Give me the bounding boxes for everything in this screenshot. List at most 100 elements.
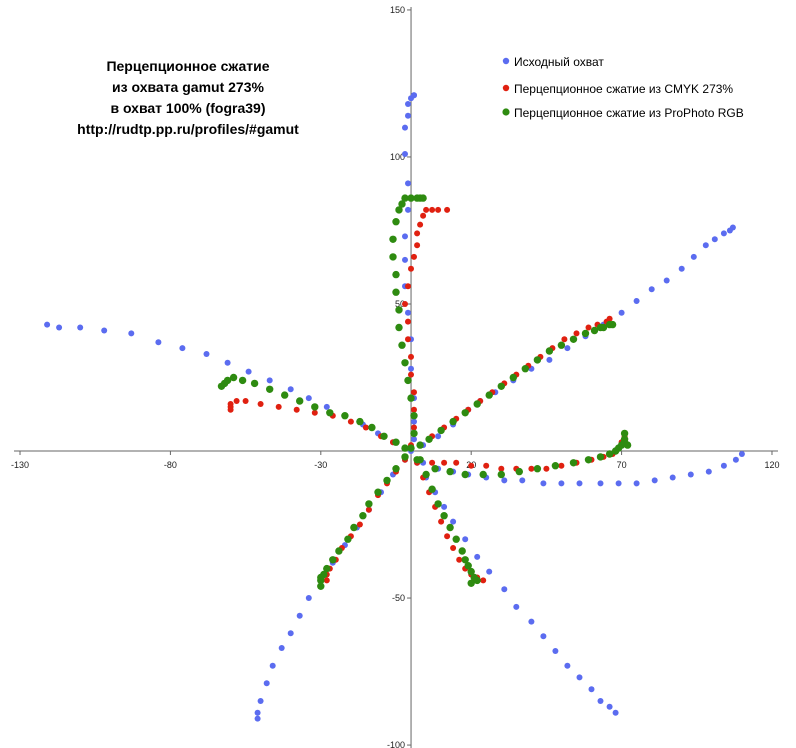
data-point: [365, 500, 373, 508]
data-point: [229, 373, 238, 382]
data-point: [441, 503, 448, 510]
data-point: [552, 648, 559, 654]
data-point: [620, 435, 629, 443]
legend-label-cmyk: Перцепционное сжатие из CMYK 273%: [514, 82, 733, 96]
data-point: [233, 398, 240, 404]
data-point: [305, 395, 312, 402]
data-point: [576, 480, 583, 487]
data-point: [429, 459, 436, 466]
data-point: [250, 379, 259, 388]
data-point: [395, 323, 403, 332]
data-point: [254, 715, 261, 722]
legend-label-prophoto: Перцепционное сжатие из ProPhoto RGB: [514, 106, 744, 120]
data-point: [389, 253, 397, 261]
data-point: [606, 315, 613, 322]
data-point: [480, 577, 487, 584]
data-point: [238, 376, 247, 385]
data-point: [317, 573, 325, 582]
title-line-3: в охват 100% (fogra39): [110, 100, 265, 116]
title-line-2: из охвата gamut 273%: [112, 79, 264, 95]
data-point: [540, 480, 547, 487]
data-point: [509, 373, 517, 382]
data-point: [569, 335, 578, 343]
data-point: [401, 359, 409, 367]
data-point: [615, 480, 622, 487]
data-point: [254, 709, 261, 716]
data-point: [720, 230, 727, 237]
data-point: [648, 286, 655, 293]
data-point: [392, 465, 400, 473]
data-point: [224, 359, 231, 366]
data-point: [501, 586, 508, 593]
data-point: [590, 326, 599, 335]
data-point: [317, 582, 325, 590]
data-point: [485, 391, 493, 399]
data-point: [365, 506, 372, 513]
data-point: [651, 477, 658, 484]
y-tick-label: 150: [390, 5, 405, 15]
data-point: [263, 680, 270, 687]
data-point: [434, 500, 442, 508]
data-point: [398, 341, 406, 349]
data-point: [275, 403, 282, 410]
data-point: [545, 347, 554, 355]
data-point: [56, 324, 63, 331]
data-point: [411, 424, 417, 431]
data-point: [702, 242, 709, 249]
data-point: [425, 435, 433, 443]
data-point: [356, 417, 364, 426]
data-point: [402, 301, 408, 307]
data-point: [453, 459, 460, 466]
data-point: [558, 462, 565, 469]
data-point: [540, 633, 547, 640]
data-point: [474, 553, 481, 560]
data-point: [383, 476, 391, 485]
data-point: [411, 92, 417, 99]
data-point: [401, 453, 409, 461]
data-point: [458, 547, 466, 555]
data-point: [380, 432, 388, 440]
data-point: [416, 441, 424, 449]
data-point: [473, 400, 481, 408]
data-point: [392, 438, 400, 446]
data-point: [227, 406, 234, 413]
data-point: [287, 630, 294, 637]
data-point: [561, 336, 568, 343]
data-point: [450, 518, 457, 525]
data-point: [395, 306, 403, 314]
data-point: [620, 429, 629, 438]
data-point: [543, 465, 550, 472]
data-point: [467, 567, 475, 576]
data-point: [573, 330, 580, 337]
data-point: [417, 221, 424, 228]
data-point: [296, 397, 304, 405]
data-point: [407, 444, 415, 452]
x-tick-label: -30: [314, 460, 327, 470]
data-point: [551, 462, 560, 470]
data-point: [608, 320, 617, 329]
data-point: [287, 386, 294, 393]
data-point: [437, 426, 445, 435]
data-point: [402, 151, 408, 157]
data-point: [486, 568, 493, 575]
data-point: [720, 462, 727, 469]
data-point: [597, 698, 604, 704]
data-point: [435, 206, 442, 213]
data-point: [405, 318, 411, 325]
data-point: [738, 451, 745, 457]
data-point: [402, 124, 408, 131]
data-point: [413, 456, 421, 464]
data-point: [242, 398, 249, 404]
data-point: [411, 389, 417, 396]
data-point: [612, 709, 619, 716]
data-point: [444, 206, 451, 213]
data-point: [344, 535, 352, 543]
data-point: [438, 518, 445, 525]
data-point: [468, 462, 475, 469]
data-point: [326, 409, 334, 417]
data-point: [533, 465, 542, 473]
data-point: [605, 450, 614, 458]
data-point: [533, 356, 542, 364]
data-point: [479, 470, 487, 479]
